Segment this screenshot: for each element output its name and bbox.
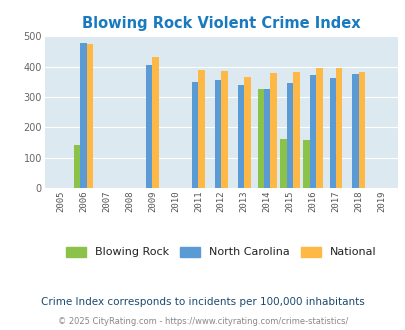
Bar [292,72,299,188]
Bar [270,73,276,188]
Bar [198,70,204,188]
Bar [309,75,315,188]
Text: © 2025 CityRating.com - https://www.cityrating.com/crime-statistics/: © 2025 CityRating.com - https://www.city… [58,317,347,326]
Bar [280,139,286,188]
Bar [80,43,87,188]
Text: Crime Index corresponds to incidents per 100,000 inhabitants: Crime Index corresponds to incidents per… [41,297,364,307]
Bar [152,57,158,188]
Title: Blowing Rock Violent Crime Index: Blowing Rock Violent Crime Index [82,16,360,31]
Bar [74,145,80,188]
Bar [263,88,270,188]
Bar [237,85,243,188]
Bar [358,72,364,188]
Bar [243,77,250,188]
Bar [221,71,227,188]
Bar [315,68,322,188]
Legend: Blowing Rock, North Carolina, National: Blowing Rock, North Carolina, National [62,242,380,262]
Bar [329,78,335,188]
Bar [286,83,292,188]
Bar [257,89,263,188]
Bar [335,69,341,188]
Bar [87,44,93,188]
Bar [214,80,221,188]
Bar [303,141,309,188]
Bar [192,82,198,188]
Bar [352,74,358,188]
Bar [146,65,152,188]
